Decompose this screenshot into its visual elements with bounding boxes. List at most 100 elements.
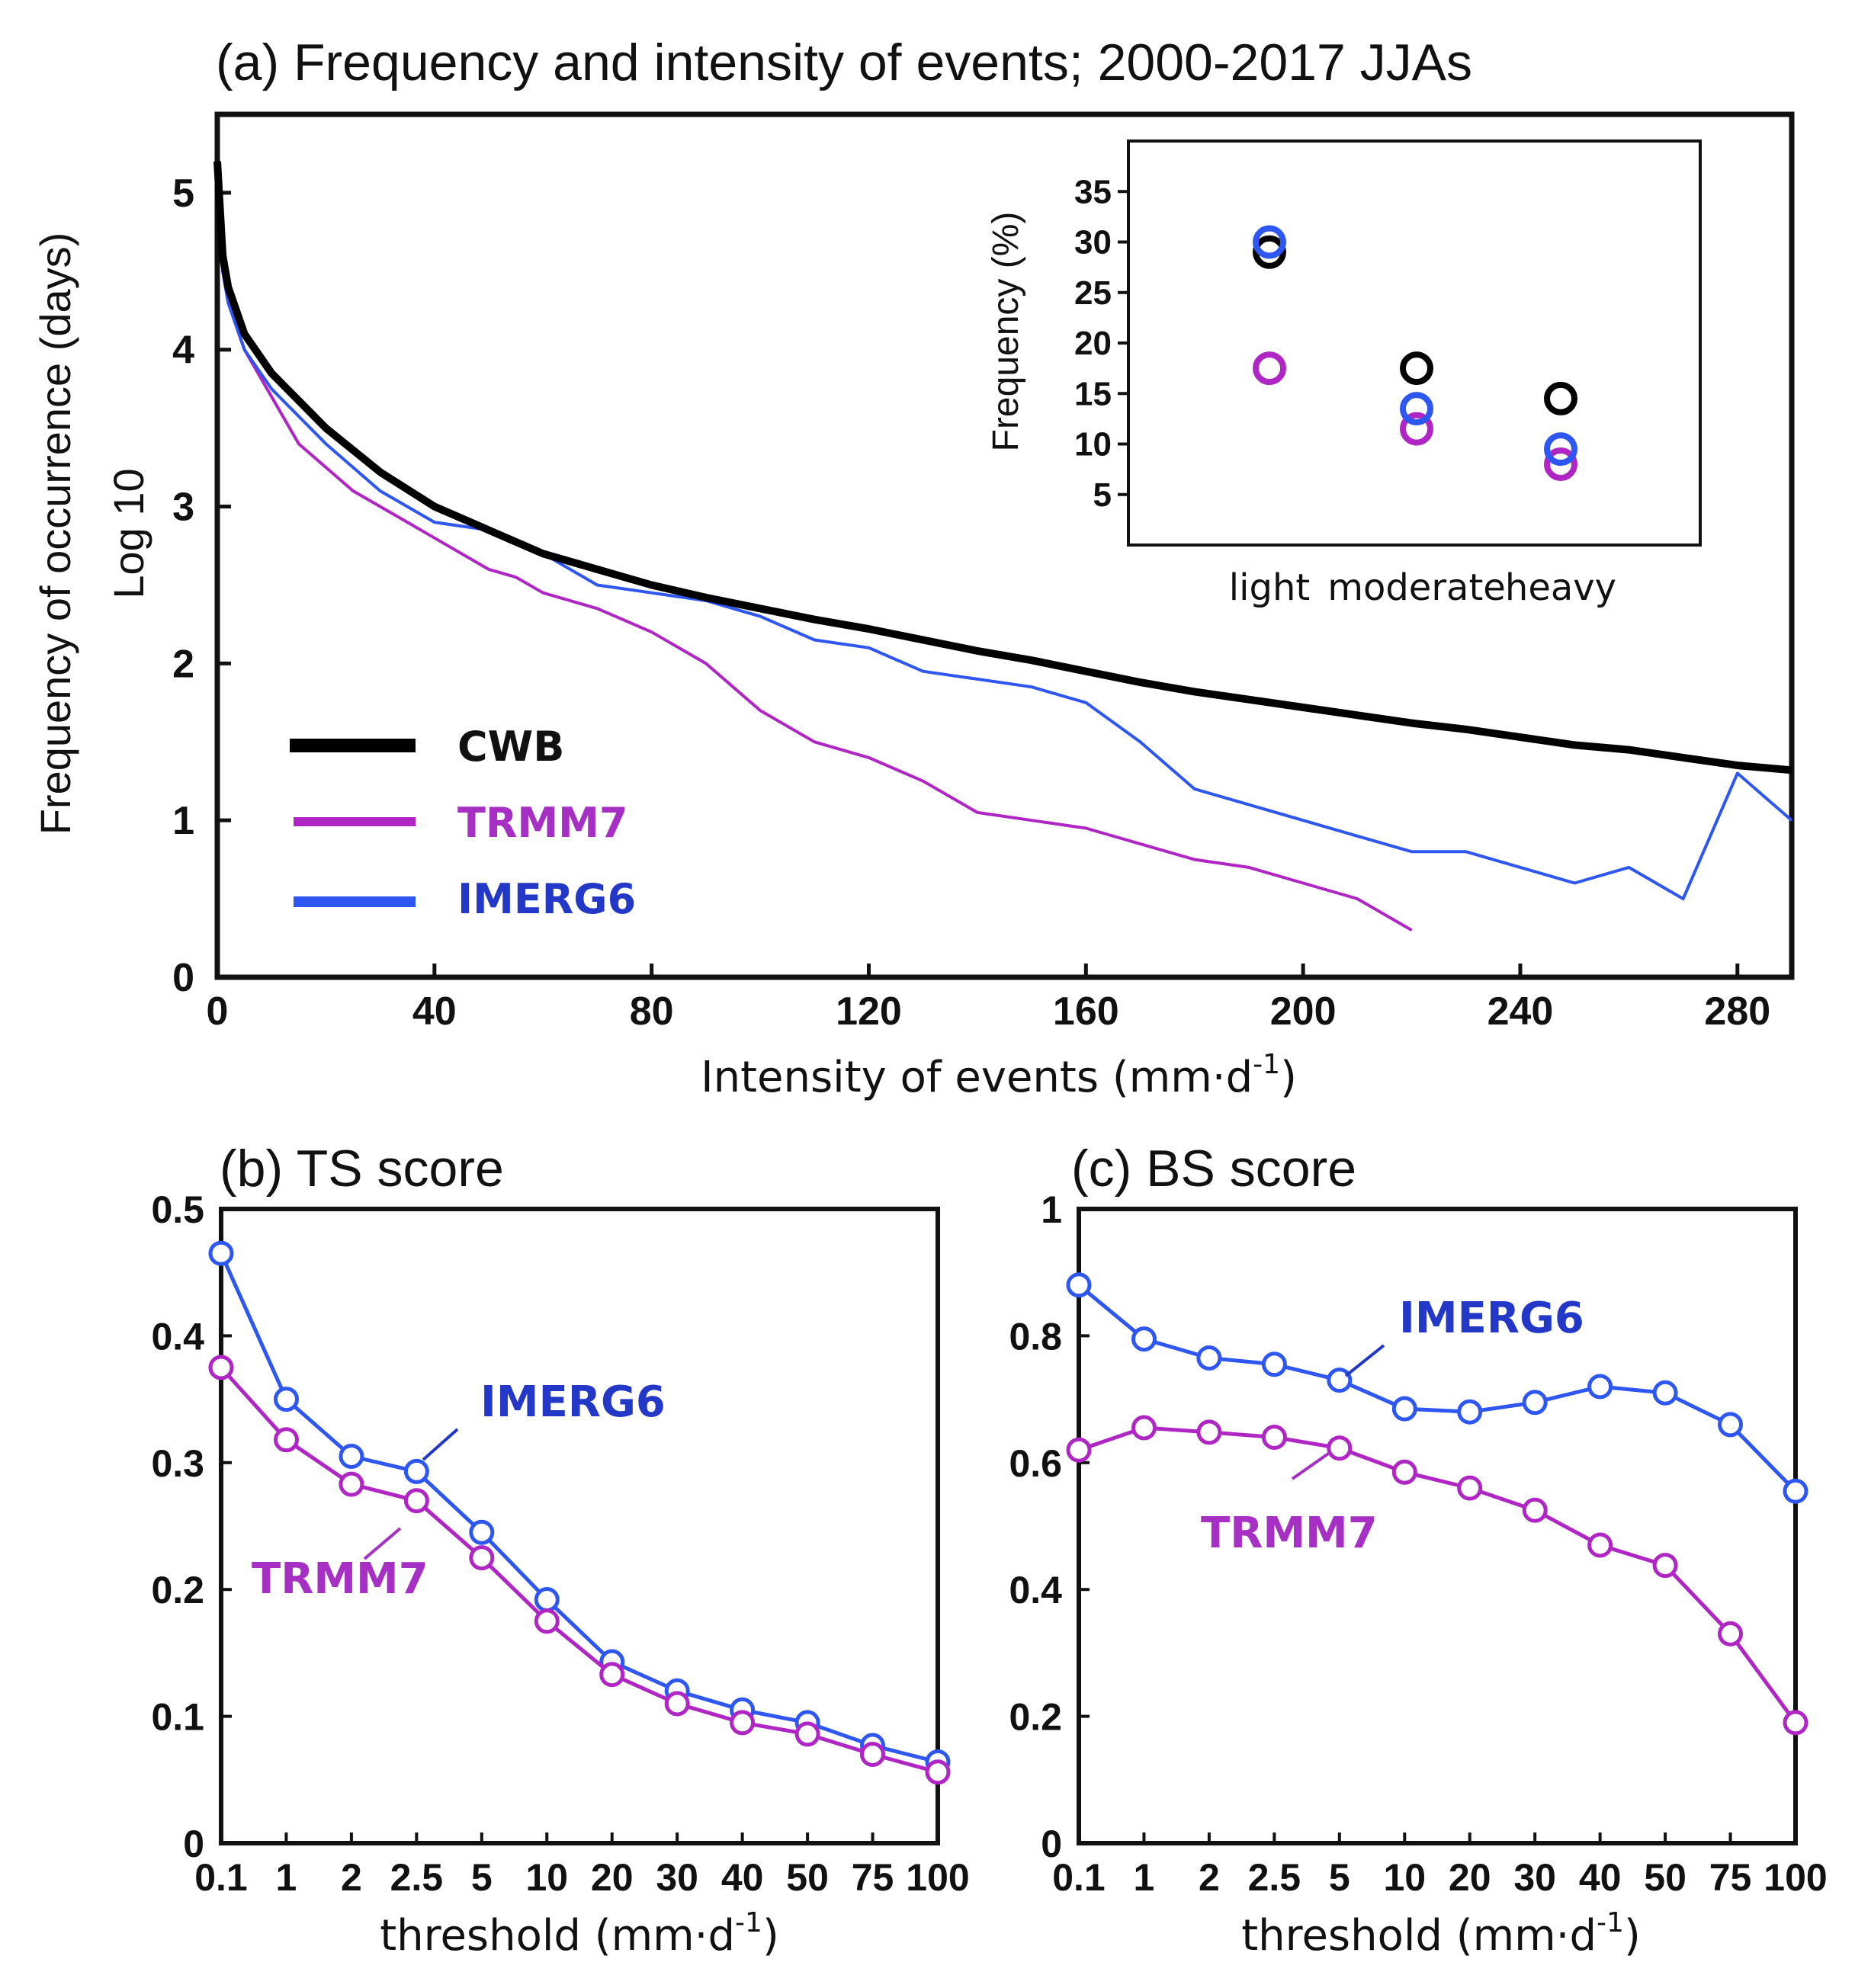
panel-b-x-tick-label-5: 5 bbox=[471, 1856, 493, 1899]
panel-c-point-imerg6-40 bbox=[1587, 1374, 1613, 1400]
panel-c-x-tick-label-20: 20 bbox=[1449, 1856, 1491, 1899]
panel-c-y-tick-label-0.6: 0.6 bbox=[1009, 1442, 1062, 1485]
x-tick-label-240: 240 bbox=[1488, 989, 1554, 1034]
inset-y-tick-label-30: 30 bbox=[1074, 224, 1112, 261]
panel-b-x-tick-label-1: 1 bbox=[276, 1856, 297, 1899]
panel-b-series-line-imerg6 bbox=[219, 1252, 939, 1764]
inset-y-tick-label-10: 10 bbox=[1074, 426, 1112, 463]
panel-b-point-trmm7-50 bbox=[794, 1721, 820, 1747]
panel-c-point-trmm7-50 bbox=[1652, 1553, 1678, 1579]
panel-b-point-imerg6-0.1 bbox=[208, 1240, 234, 1266]
panel-b-x-tick-label-40: 40 bbox=[721, 1856, 764, 1899]
panel-b-x-tick-label-20: 20 bbox=[591, 1856, 634, 1899]
panel-b-point-imerg6-5 bbox=[469, 1519, 495, 1545]
legend-label-cwb: CWB bbox=[457, 723, 564, 771]
panel-b-annotation-imerg6: IMERG6 bbox=[480, 1377, 666, 1427]
panel-a-legend: CWB TRMM7 IMERG6 bbox=[290, 723, 636, 923]
panel-b-x-label: threshold (mm·d-1) bbox=[380, 1907, 779, 1961]
inset-point-cwb-heavy bbox=[1544, 381, 1577, 415]
y-tick-label-1: 1 bbox=[172, 799, 194, 843]
panel-b-frame bbox=[219, 1207, 940, 1845]
panel-c-frame bbox=[1077, 1207, 1798, 1845]
inset-frame bbox=[1127, 139, 1702, 547]
panel-b-x-tick-label-30: 30 bbox=[656, 1856, 698, 1899]
panel-c-y-tick-label-0.8: 0.8 bbox=[1009, 1315, 1062, 1358]
legend-label-trmm7: TRMM7 bbox=[457, 799, 627, 847]
panel-c-series-line-trmm7 bbox=[1078, 1425, 1798, 1724]
panel-c-point-trmm7-1 bbox=[1131, 1415, 1157, 1441]
panel-c-point-trmm7-100 bbox=[1783, 1710, 1808, 1736]
panel-b-point-imerg6-2.5 bbox=[403, 1458, 429, 1484]
inset-point-imerg6-heavy bbox=[1544, 432, 1577, 467]
panel-c-point-trmm7-20 bbox=[1457, 1475, 1483, 1501]
panel-c-point-imerg6-75 bbox=[1718, 1412, 1743, 1438]
inset-point-trmm7-light bbox=[1253, 351, 1286, 386]
x-tick-label-0: 0 bbox=[207, 989, 229, 1034]
panel-b-point-imerg6-1 bbox=[274, 1387, 299, 1412]
inset-point-imerg6-moderate bbox=[1400, 392, 1433, 426]
panel-c-point-trmm7-75 bbox=[1718, 1621, 1743, 1647]
panel-b-point-trmm7-10 bbox=[534, 1608, 560, 1634]
panel-b-x-tick-label-0.1: 0.1 bbox=[194, 1856, 248, 1899]
panel-b-y-tick-label-0.4: 0.4 bbox=[151, 1315, 204, 1358]
panel-c-point-imerg6-2.5 bbox=[1261, 1352, 1287, 1377]
panel-c-x-tick-label-2.5: 2.5 bbox=[1248, 1856, 1301, 1899]
inset-point-imerg6-light bbox=[1253, 225, 1286, 259]
panel-b-point-trmm7-1 bbox=[274, 1427, 299, 1453]
panel-b-y-tick-label-0.3: 0.3 bbox=[151, 1442, 204, 1485]
inset-y-tick-label-5: 5 bbox=[1093, 476, 1112, 514]
panel-c-x-tick-label-30: 30 bbox=[1513, 1856, 1556, 1899]
panel-c-y-tick-label-1: 1 bbox=[1041, 1188, 1062, 1231]
inset-points bbox=[1253, 225, 1577, 481]
y-tick-label-2: 2 bbox=[172, 642, 194, 686]
panel-c-annotation-trmm7: TRMM7 bbox=[1201, 1509, 1378, 1558]
panel-c-point-trmm7-10 bbox=[1391, 1459, 1417, 1485]
panel-c-point-imerg6-20 bbox=[1457, 1399, 1483, 1425]
panel-a: (a) Frequency and intensity of events; 2… bbox=[31, 34, 1795, 1102]
panel-c-point-trmm7-2 bbox=[1196, 1419, 1222, 1445]
panel-c-point-trmm7-5 bbox=[1327, 1435, 1353, 1461]
x-tick-label-80: 80 bbox=[630, 989, 674, 1034]
legend-label-imerg6: IMERG6 bbox=[457, 875, 636, 923]
panel-c-point-imerg6-50 bbox=[1652, 1380, 1678, 1406]
panel-b-y-tick-label-0.2: 0.2 bbox=[151, 1569, 204, 1611]
inset-point-cwb-moderate bbox=[1400, 351, 1433, 386]
panel-b-x-tick-label-2.5: 2.5 bbox=[390, 1856, 444, 1899]
panel-c-point-imerg6-2 bbox=[1196, 1345, 1222, 1371]
panel-c-point-imerg6-5 bbox=[1327, 1368, 1353, 1393]
panel-b-x-tick-label-50: 50 bbox=[786, 1856, 829, 1899]
inset-y-tick-label-20: 20 bbox=[1074, 325, 1112, 362]
panel-c-point-imerg6-1 bbox=[1131, 1326, 1157, 1352]
panel-c-point-trmm7-0.1 bbox=[1066, 1437, 1092, 1463]
x-tick-label-120: 120 bbox=[836, 989, 902, 1034]
panel-c-title: (c) BS score bbox=[1071, 1140, 1356, 1198]
panel-c-point-trmm7-2.5 bbox=[1261, 1425, 1287, 1450]
panel-a-inset: 5 10 15 20 25 30 35 light moderate heavy Frequen… bbox=[986, 139, 1702, 609]
inset-point-trmm7-heavy bbox=[1544, 447, 1577, 481]
panel-b-x-tick-label-75: 75 bbox=[852, 1856, 894, 1899]
panel-c-trmm7-leader bbox=[1291, 1451, 1332, 1480]
panel-c-point-trmm7-40 bbox=[1587, 1532, 1613, 1558]
panel-b-title: (b) TS score bbox=[220, 1140, 504, 1198]
series-line-trmm7 bbox=[216, 161, 1413, 932]
panel-c-x-tick-label-75: 75 bbox=[1709, 1856, 1752, 1899]
panel-c-x-tick-label-0.1: 0.1 bbox=[1052, 1856, 1106, 1899]
inset-point-trmm7-moderate bbox=[1400, 412, 1433, 446]
panel-c-point-trmm7-30 bbox=[1522, 1497, 1548, 1523]
series-line-cwb bbox=[213, 161, 1792, 774]
panel-c-y-tick-label-0.2: 0.2 bbox=[1009, 1696, 1062, 1739]
series-line-imerg6 bbox=[216, 161, 1793, 901]
panel-b-x-tick-label-100: 100 bbox=[906, 1856, 969, 1899]
inset-category-moderate: moderate bbox=[1327, 566, 1506, 609]
panel-b-series bbox=[208, 1240, 951, 1785]
inset-y-tick-label-25: 25 bbox=[1074, 274, 1112, 312]
panel-c-x-tick-label-1: 1 bbox=[1134, 1856, 1155, 1899]
panel-c-series bbox=[1066, 1272, 1808, 1736]
x-tick-label-200: 200 bbox=[1270, 989, 1337, 1034]
panel-a-y-label-line1: Frequency of occurrence (days) bbox=[31, 232, 79, 835]
inset-category-heavy: heavy bbox=[1505, 566, 1616, 609]
inset-category-light: light bbox=[1229, 566, 1310, 609]
panel-b-trmm7-leader bbox=[363, 1527, 402, 1560]
